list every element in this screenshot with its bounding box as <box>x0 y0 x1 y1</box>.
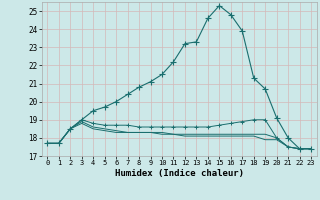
X-axis label: Humidex (Indice chaleur): Humidex (Indice chaleur) <box>115 169 244 178</box>
